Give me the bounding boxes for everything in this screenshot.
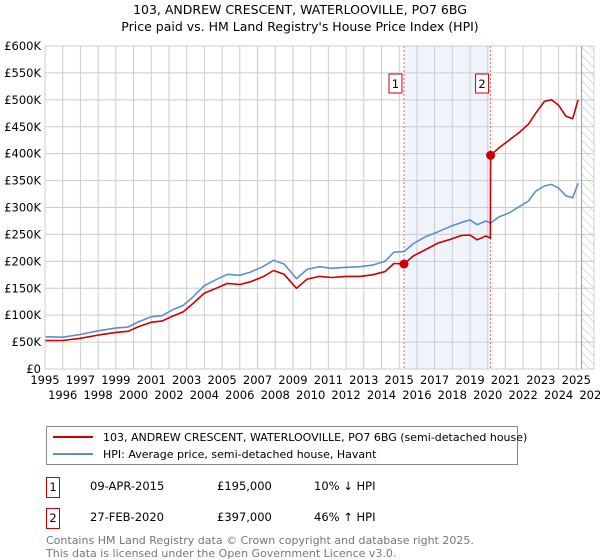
x-tick-label: 1996 — [48, 388, 77, 402]
transaction-date: 27-FEB-2020 — [90, 510, 164, 524]
x-tick-label: 2023 — [526, 373, 555, 387]
transaction-row: 2 27-FEB-2020 £397,000 46% ↑ HPI — [46, 508, 546, 529]
footer-licence: This data is licensed under the Open Gov… — [46, 547, 397, 560]
x-tick-label: 2011 — [314, 373, 343, 387]
x-tick-label: 2014 — [367, 388, 396, 402]
x-tick-label: 2025 — [562, 373, 591, 387]
sale-label-box — [475, 73, 490, 94]
y-tick-label: £0 — [26, 362, 41, 376]
chart-title-line1: 103, ANDREW CRESCENT, WATERLOOVILLE, PO7… — [133, 2, 467, 17]
x-tick-label: 2013 — [349, 373, 378, 387]
y-tick-label: £550K — [4, 66, 41, 80]
x-tick-label: 2012 — [331, 388, 360, 402]
x-tick-label: 2017 — [420, 373, 449, 387]
y-tick-label: £200K — [4, 254, 41, 268]
x-tick-label: 1999 — [101, 373, 130, 387]
y-tick-label: £600K — [4, 39, 41, 53]
transaction-row: 1 09-APR-2015 £195,000 10% ↓ HPI — [46, 477, 546, 498]
x-tick-label: 2003 — [172, 373, 201, 387]
sale-label-box — [388, 73, 403, 94]
footer-copyright: Contains HM Land Registry data © Crown c… — [46, 534, 474, 547]
legend-item-hpi: HPI: Average price, semi-detached house,… — [53, 446, 376, 462]
x-tick-label: 2006 — [225, 388, 254, 402]
legend-item-property: 103, ANDREW CRESCENT, WATERLOOVILLE, PO7… — [53, 429, 527, 445]
x-tick-label: 2019 — [455, 373, 484, 387]
legend-label-hpi: HPI: Average price, semi-detached house,… — [103, 447, 377, 461]
y-tick-label: £350K — [4, 174, 41, 188]
transaction-marker: 1 — [46, 477, 60, 498]
sale-point — [399, 259, 409, 269]
x-tick-label: 2008 — [261, 388, 290, 402]
chart-title-line2: Price paid vs. HM Land Registry's House … — [121, 19, 479, 34]
legend-swatch-property — [53, 436, 93, 438]
x-tick-label: 2018 — [438, 388, 467, 402]
sale-point — [486, 150, 496, 160]
legend-label-property: 103, ANDREW CRESCENT, WATERLOOVILLE, PO7… — [103, 430, 528, 444]
x-tick-label: 2005 — [207, 373, 236, 387]
x-tick-label: 2015 — [385, 373, 414, 387]
plot-frame — [44, 45, 595, 370]
y-tick-label: £250K — [4, 227, 41, 241]
transaction-hpi-delta: 46% ↑ HPI — [314, 510, 376, 524]
x-tick-label: 2004 — [190, 388, 219, 402]
transaction-hpi-delta: 10% ↓ HPI — [314, 479, 376, 493]
transaction-price: £195,000 — [217, 479, 272, 493]
x-tick-label: 2007 — [243, 373, 272, 387]
x-tick-label: 2021 — [491, 373, 520, 387]
legend: 103, ANDREW CRESCENT, WATERLOOVILLE, PO7… — [46, 426, 527, 465]
forecast-hatch — [581, 45, 595, 370]
x-tick-label: 1998 — [83, 388, 112, 402]
x-tick-label: 2026 — [579, 388, 600, 402]
x-tick-label: 2022 — [509, 388, 538, 402]
transaction-date: 09-APR-2015 — [90, 479, 165, 493]
x-tick-label: 1997 — [66, 373, 95, 387]
transaction-marker: 2 — [46, 508, 60, 529]
y-tick-label: £150K — [4, 281, 41, 295]
y-tick-label: £400K — [4, 147, 41, 161]
x-tick-label: 2002 — [154, 388, 183, 402]
hpi-line — [44, 183, 579, 339]
x-tick-label: 2010 — [296, 388, 325, 402]
sale-label: 2 — [478, 77, 485, 91]
x-tick-label: 2016 — [402, 388, 431, 402]
x-tick-label: 2024 — [544, 388, 573, 402]
transaction-price: £397,000 — [217, 510, 272, 524]
y-tick-label: £300K — [4, 201, 41, 215]
x-tick-label: 2020 — [473, 388, 502, 402]
y-tick-label: £450K — [4, 120, 41, 134]
y-tick-label: £500K — [4, 93, 41, 107]
y-tick-label: £50K — [12, 335, 42, 349]
property-price-line — [45, 99, 579, 342]
price-chart: 1995199619971998199920002001200220032004… — [4, 39, 600, 402]
x-tick-label: 1995 — [30, 373, 59, 387]
x-tick-label: 2001 — [137, 373, 166, 387]
x-tick-label: 2009 — [278, 373, 307, 387]
legend-swatch-hpi — [53, 453, 93, 455]
sale-label: 1 — [392, 77, 399, 91]
x-tick-label: 2000 — [119, 388, 148, 402]
y-tick-label: £100K — [4, 308, 41, 322]
